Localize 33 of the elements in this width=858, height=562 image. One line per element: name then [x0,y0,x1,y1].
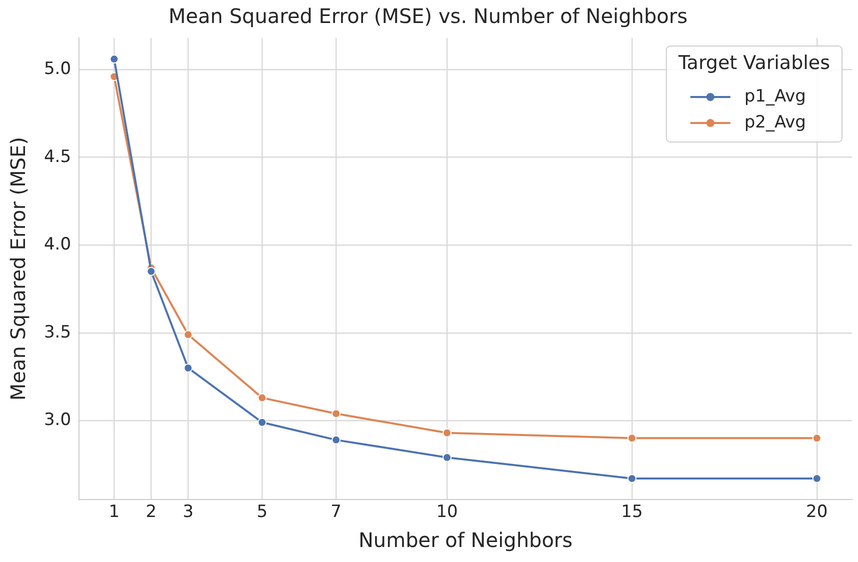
point [442,452,452,462]
point [110,54,119,64]
point [812,474,822,484]
legend-label: p2_Avg [744,112,806,132]
point [146,266,156,276]
y-axis-title: Mean Squared Error (MSE) [6,136,30,401]
y-tick-label: 4.0 [44,234,72,255]
x-tick-label: 7 [330,502,342,522]
point [258,393,267,402]
x-tick-label: 2 [146,502,157,522]
legend-label: p1_Avg [744,86,806,106]
y-tick-label: 3.5 [44,322,72,342]
y-tick-label: 5.0 [44,59,72,80]
x-tick-label: 20 [806,502,828,522]
point [332,409,341,418]
y-tick-label: 4.5 [44,146,72,167]
x-axis-title: Number of Neighbors [358,528,573,552]
point [184,363,193,372]
legend-title: Target Variables [677,52,830,74]
point [184,330,193,340]
point [332,435,341,444]
x-tick-label: 3 [182,502,194,522]
x-tick-label: 5 [256,502,268,522]
point [627,434,636,443]
chart-title: Mean Squared Error (MSE) vs. Number of Neighbors [168,4,688,28]
x-tick-label: 10 [436,502,458,522]
x-tick-label: 15 [621,502,643,522]
x-tick-label: 1 [108,502,120,522]
point [812,434,822,443]
y-tick-label: 3.0 [44,410,72,430]
point [442,428,452,438]
point [627,474,636,484]
point [258,418,267,427]
